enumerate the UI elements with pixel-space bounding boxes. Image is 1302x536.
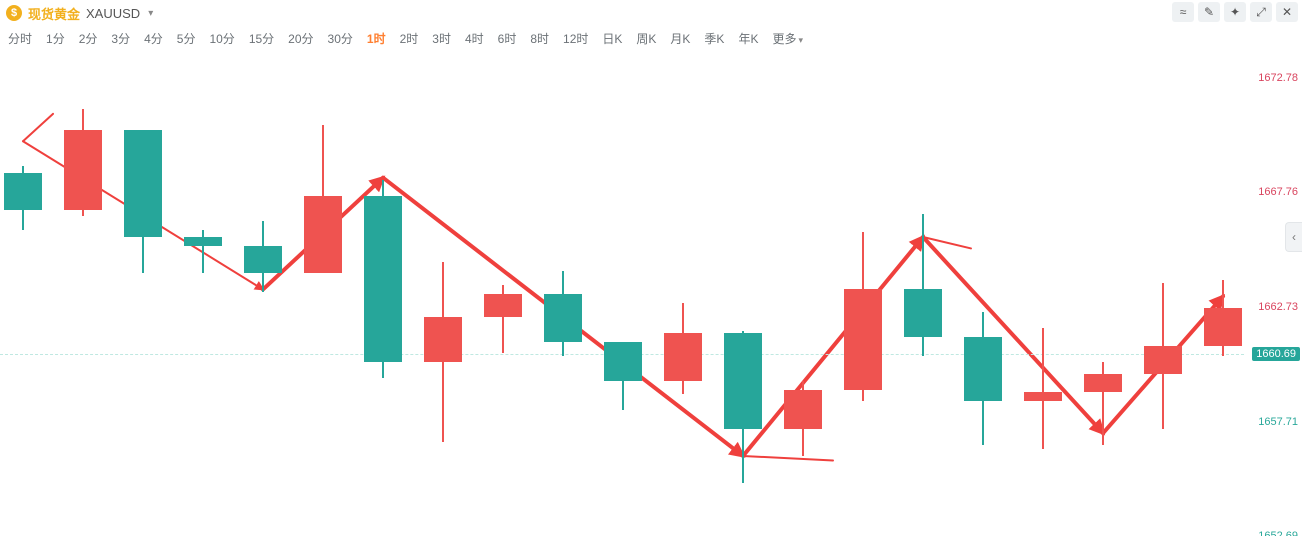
- timeframe-1时[interactable]: 1时: [367, 30, 386, 47]
- y-label: 1662.73: [1258, 301, 1298, 313]
- timeframe-年K[interactable]: 年K: [738, 30, 758, 47]
- close-icon[interactable]: ✕: [1276, 2, 1298, 22]
- brush-icon[interactable]: ✦: [1224, 2, 1246, 22]
- fullscreen-icon[interactable]: ⤢: [1250, 2, 1272, 22]
- candle-body: [604, 342, 642, 381]
- chart-root: $ 现货黄金 XAUUSD ▾ ≈✎✦⤢✕ 分时 1分 2分 3分 4分 5分 10分 15分…: [0, 0, 1302, 536]
- timeframe-3时[interactable]: 3时: [432, 30, 451, 47]
- timeframe-20分[interactable]: 20分: [288, 30, 313, 47]
- candle-body: [64, 130, 102, 210]
- candle-body: [124, 130, 162, 237]
- trend-arrow: [23, 114, 53, 141]
- candle-body: [304, 196, 342, 274]
- gold-icon: $: [6, 5, 22, 21]
- indicator-icon[interactable]: ≈: [1172, 2, 1194, 22]
- y-label: 1657.71: [1258, 416, 1298, 428]
- chart-toolbar: ≈✎✦⤢✕: [1172, 2, 1298, 22]
- instrument-symbol: XAUUSD: [86, 6, 140, 21]
- candle-wick: [1042, 328, 1044, 449]
- candle-body: [544, 294, 582, 342]
- candle-body: [244, 246, 282, 273]
- timeframe-1分[interactable]: 1分: [46, 30, 65, 47]
- trend-arrow: [923, 237, 1103, 433]
- trend-arrow: [743, 456, 833, 461]
- timeframe-4分[interactable]: 4分: [144, 30, 163, 47]
- candle-body: [484, 294, 522, 317]
- timeframe-row: 分时 1分 2分 3分 4分 5分 10分 15分 20分 30分 1时 2时 3时 4时 6时 8时 12时日…: [8, 28, 803, 48]
- chevron-down-icon: ▾: [798, 35, 803, 45]
- trend-arrow: [743, 237, 923, 456]
- y-axis: 1672.78 1667.76 1662.73 1657.71 1652.69 1660.…: [1244, 50, 1302, 536]
- candle-body: [184, 237, 222, 246]
- candle-body: [1024, 392, 1062, 401]
- timeframe-12时[interactable]: 12时: [563, 30, 588, 47]
- instrument-name: 现货黄金: [28, 4, 80, 23]
- timeframe-10分[interactable]: 10分: [209, 30, 234, 47]
- timeframe-6时[interactable]: 6时: [498, 30, 517, 47]
- plot-area: [0, 50, 1244, 536]
- timeframe-周K[interactable]: 周K: [636, 30, 656, 47]
- timeframe-4时[interactable]: 4时: [465, 30, 484, 47]
- timeframe-3分[interactable]: 3分: [111, 30, 130, 47]
- timeframe-8时[interactable]: 8时: [530, 30, 549, 47]
- candle-body: [1144, 346, 1182, 373]
- candle-body: [364, 196, 402, 362]
- chevron-left-icon: ‹: [1292, 230, 1296, 244]
- candle-body: [664, 333, 702, 381]
- timeframe-more[interactable]: 更多▾: [772, 30, 803, 47]
- timeframe-15分[interactable]: 15分: [249, 30, 274, 47]
- annotation-layer: [0, 50, 1244, 536]
- draw-icon[interactable]: ✎: [1198, 2, 1220, 22]
- candle-body: [784, 390, 822, 429]
- timeframe-季K[interactable]: 季K: [704, 30, 724, 47]
- candle-body: [844, 289, 882, 389]
- candle-body: [904, 289, 942, 337]
- timeframe-月K[interactable]: 月K: [670, 30, 690, 47]
- timeframe-分时[interactable]: 分时: [8, 30, 32, 47]
- candle-body: [724, 333, 762, 429]
- timeframe-2时[interactable]: 2时: [400, 30, 419, 47]
- timeframe-2分[interactable]: 2分: [79, 30, 98, 47]
- timeframe-5分[interactable]: 5分: [177, 30, 196, 47]
- candle-body: [424, 317, 462, 363]
- collapse-handle[interactable]: ‹: [1285, 222, 1302, 252]
- title-row: $ 现货黄金 XAUUSD ▾: [6, 2, 153, 24]
- last-price-tag: 1660.69: [1252, 347, 1300, 361]
- y-label: 1652.69: [1258, 530, 1298, 536]
- chevron-down-icon[interactable]: ▾: [148, 8, 153, 19]
- timeframe-30分[interactable]: 30分: [328, 30, 353, 47]
- y-label: 1667.76: [1258, 186, 1298, 198]
- timeframe-日K[interactable]: 日K: [602, 30, 622, 47]
- candle-body: [1204, 308, 1242, 347]
- candle-body: [964, 337, 1002, 401]
- candle-body: [4, 173, 42, 209]
- candle-body: [1084, 374, 1122, 392]
- y-label: 1672.78: [1258, 72, 1298, 84]
